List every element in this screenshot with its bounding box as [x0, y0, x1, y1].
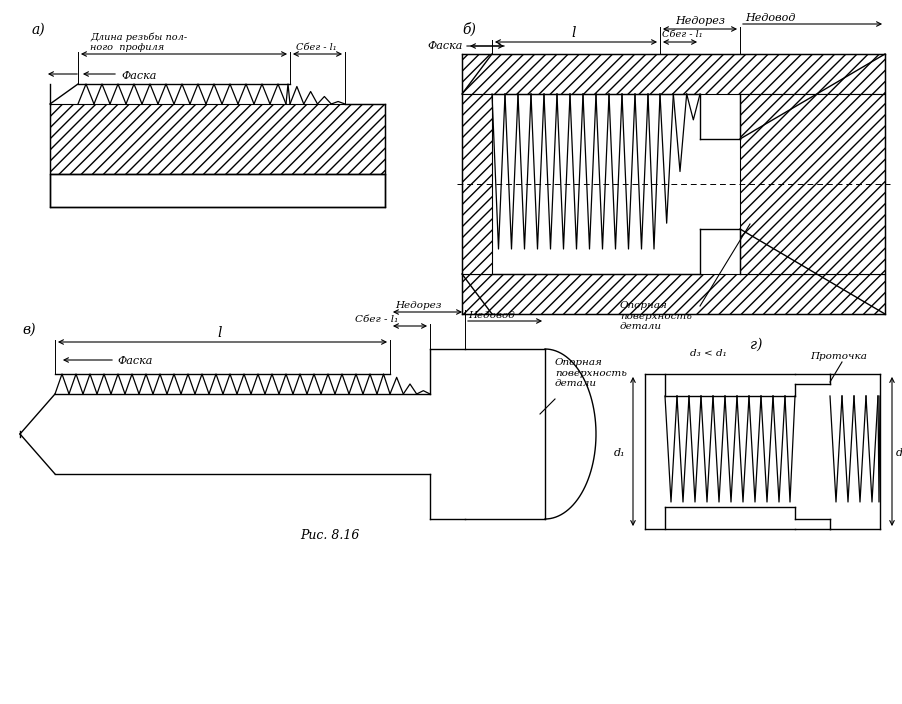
Text: Опорная
поверхность
детали: Опорная поверхность детали [620, 301, 692, 331]
Text: d₂: d₂ [897, 448, 902, 458]
Bar [50, 174, 385, 207]
Text: Недорез: Недорез [675, 16, 725, 26]
Text: d₁: d₁ [614, 448, 626, 458]
Text: l: l [571, 26, 575, 40]
Text: Проточка: Проточка [810, 352, 867, 361]
Text: Рис. 8.16: Рис. 8.16 [300, 529, 360, 542]
Text: a): a) [32, 23, 46, 37]
Text: Сбег - l₁: Сбег - l₁ [296, 43, 336, 52]
Text: d₃ < d₁: d₃ < d₁ [690, 349, 727, 358]
Text: г): г) [750, 338, 762, 352]
Bar [462, 274, 885, 314]
Bar [50, 104, 385, 174]
Bar [462, 54, 885, 94]
Text: Фаска: Фаска [121, 71, 156, 81]
Bar [462, 94, 492, 274]
Text: Сбег - l₁: Сбег - l₁ [355, 315, 399, 324]
Text: Недорез: Недорез [395, 301, 441, 310]
Text: Опорная
поверхность
детали: Опорная поверхность детали [555, 358, 627, 388]
Text: Длина резьбы пол-
ного  профиля: Длина резьбы пол- ного профиля [90, 32, 187, 52]
Text: в): в) [22, 323, 35, 337]
Text: Фаска: Фаска [427, 41, 463, 51]
Text: Недовод: Недовод [468, 311, 515, 320]
Text: б): б) [462, 23, 476, 37]
Text: Фаска: Фаска [117, 356, 152, 366]
Text: Недовод: Недовод [745, 13, 796, 23]
Bar [740, 94, 885, 274]
Text: Сбег - l₁: Сбег - l₁ [662, 30, 703, 39]
Text: l: l [217, 326, 222, 340]
